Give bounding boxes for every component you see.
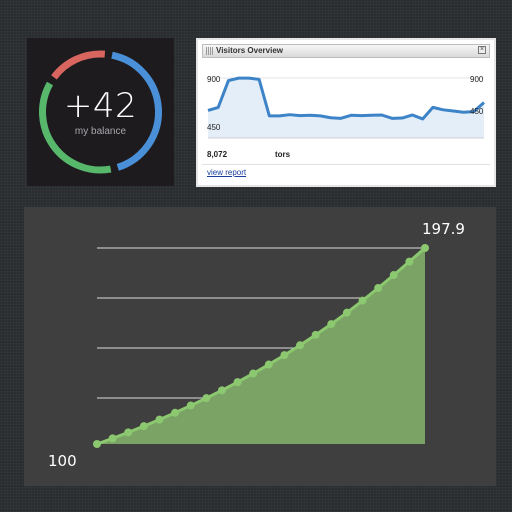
growth-point-10	[249, 369, 258, 378]
visitors-title: Visitors Overview	[216, 46, 283, 55]
growth-point-8	[217, 386, 226, 395]
growth-point-17	[358, 296, 367, 305]
growth-point-5	[171, 408, 180, 417]
balance-ring-segment-0	[111, 51, 162, 171]
growth-point-14	[311, 330, 320, 339]
visitors-area-fill	[208, 78, 484, 138]
growth-point-4	[155, 415, 164, 424]
drag-handle-icon[interactable]	[206, 47, 213, 55]
visitors-tick-mid-right: 450	[470, 107, 484, 116]
visitors-titlebar[interactable]: Visitors Overview ×	[202, 44, 490, 58]
visitors-tick-high-right: 900	[470, 75, 484, 84]
balance-caption: my balance	[74, 126, 127, 137]
growth-point-20	[405, 257, 414, 266]
balance-ring-segment-2	[51, 50, 106, 80]
growth-point-1	[108, 434, 117, 443]
balance-amount: +42	[63, 86, 138, 126]
growth-point-13	[296, 341, 305, 350]
growth-point-11	[264, 360, 273, 369]
growth-end-label: 197.9	[422, 220, 465, 238]
growth-area-chart	[93, 244, 429, 448]
growth-point-19	[389, 271, 398, 280]
growth-start-label: 100	[48, 452, 77, 470]
growth-point-9	[233, 378, 242, 387]
growth-chart-panel: 197.9 100	[24, 207, 496, 486]
balance-widget: +42 my balance	[27, 38, 174, 186]
growth-series-line	[96, 246, 426, 446]
growth-point-16	[342, 308, 351, 317]
balance-ring-segment-1	[39, 81, 112, 174]
visitors-series-line	[207, 76, 485, 121]
balance-ring	[39, 50, 162, 174]
growth-point-15	[327, 320, 336, 329]
growth-point-3	[139, 422, 148, 431]
growth-point-0	[93, 440, 101, 448]
close-icon[interactable]: ×	[478, 46, 486, 54]
growth-point-12	[280, 351, 289, 360]
growth-point-21	[421, 244, 429, 252]
view-report-link[interactable]: view report	[207, 168, 247, 177]
visitors-divider	[202, 164, 490, 165]
growth-area-fill	[97, 248, 425, 444]
visitors-line-chart	[207, 76, 485, 139]
visitors-tick-high: 900	[207, 75, 221, 84]
visitors-tick-mid: 450	[207, 123, 221, 132]
growth-point-6	[186, 401, 195, 410]
visitors-stat-value: 8,072	[207, 150, 228, 159]
growth-point-18	[374, 284, 383, 293]
growth-point-2	[124, 428, 133, 437]
visitors-stat-label: tors	[275, 150, 291, 159]
growth-point-7	[202, 394, 211, 403]
visitors-overview-widget: Visitors Overview × 900 450 900 450 8,07…	[196, 38, 496, 187]
